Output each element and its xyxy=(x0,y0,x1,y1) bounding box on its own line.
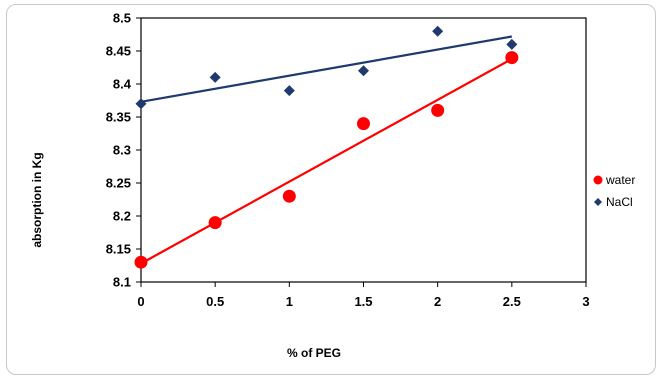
legend-marker-nacl xyxy=(594,198,602,206)
trendlines xyxy=(140,35,513,265)
y-tick-label: 8.5 xyxy=(113,11,131,26)
water-point xyxy=(357,117,370,131)
nacl-point xyxy=(283,85,295,97)
water-point xyxy=(208,216,222,230)
y-axis-title: absorption in Kg xyxy=(30,152,44,247)
x-tick-label: 0.5 xyxy=(206,294,224,309)
legend-marker-water xyxy=(593,175,603,185)
nacl-point xyxy=(358,65,369,77)
y-tick-label: 8.45 xyxy=(106,44,131,59)
x-tick-label: 3 xyxy=(582,294,589,309)
water-point xyxy=(431,103,445,117)
water-point xyxy=(505,51,519,65)
water-trendline xyxy=(140,57,513,265)
y-tick-label: 8.4 xyxy=(113,77,132,92)
nacl-point xyxy=(506,38,518,50)
legend: water NaCl xyxy=(593,173,635,209)
legend-label-water: water xyxy=(605,173,635,187)
y-tick-label: 8.35 xyxy=(106,110,131,125)
y-tick-label: 8.2 xyxy=(113,209,131,224)
water-point xyxy=(134,255,148,269)
nacl-point xyxy=(135,98,147,110)
x-tick-label: 1 xyxy=(286,294,293,309)
axes xyxy=(140,17,587,283)
chart-frame xyxy=(6,4,656,375)
plot-area-border xyxy=(140,17,587,283)
water-point xyxy=(282,189,296,203)
data-points xyxy=(134,25,519,269)
y-tick-label: 8.1 xyxy=(113,275,131,290)
x-tick-label: 2 xyxy=(434,294,441,309)
y-tick-label: 8.25 xyxy=(106,176,131,191)
nacl-point xyxy=(209,71,221,83)
x-tick-label: 1.5 xyxy=(354,294,372,309)
x-tick-labels: 0 0.5 1 1.5 2 2.5 3 xyxy=(137,282,590,309)
y-tick-labels: 8.1 8.15 8.2 8.25 8.3 8.35 8.4 8.45 8.5 xyxy=(106,11,141,290)
legend-label-nacl: NaCl xyxy=(606,195,633,209)
x-tick-label: 0 xyxy=(137,294,144,309)
nacl-point xyxy=(432,25,444,37)
x-tick-label: 2.5 xyxy=(503,294,521,309)
y-tick-label: 8.3 xyxy=(113,143,131,158)
y-tick-label: 8.15 xyxy=(106,242,131,257)
x-axis-title: % of PEG xyxy=(287,346,341,360)
nacl-trendline xyxy=(140,35,513,103)
